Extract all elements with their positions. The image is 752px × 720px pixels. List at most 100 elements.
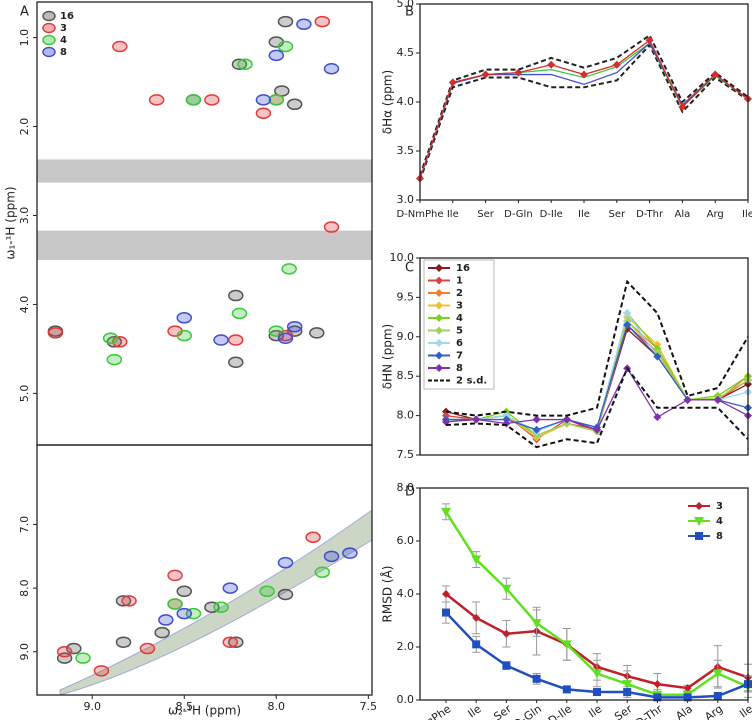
y-tick-label: 2.0 [18,118,31,135]
y-tick-label: 8.0 [397,481,415,494]
marker [612,60,621,69]
y-tick-label: 8.5 [397,369,415,382]
y-tick-label: 5.0 [397,0,415,10]
peak [277,556,294,569]
y-tick-label: 3.5 [397,144,415,157]
y-tick-label: 9.0 [397,330,415,343]
legend-label: 3 [716,501,723,512]
marker [435,289,443,297]
plot-frame [419,487,749,701]
x-tick-label: 8.0 [268,700,286,713]
series-line [445,279,749,417]
marker [592,669,602,679]
marker [713,395,722,404]
legend-label: 3 [60,23,67,34]
x-tick-label: Ser [491,702,514,720]
legend-label: 6 [456,338,463,349]
marker [580,70,588,79]
peak [158,614,174,626]
series-line [419,33,749,176]
panel-letter: A [20,5,29,20]
marker [481,70,490,79]
peak [314,566,331,578]
peak [154,626,170,639]
y-axis-label: δHN (ppm) [381,324,395,389]
peak [222,636,239,648]
y-tick-label: 4.5 [397,46,415,59]
legend-label: 1 [456,276,463,287]
x-tick-label: 7.5 [360,700,378,713]
marker [471,555,482,565]
marker [562,415,571,424]
marker [435,301,443,310]
marker [531,619,542,629]
marker [593,688,601,697]
y-tick-label: 9.5 [397,290,415,303]
y-tick-label: 8.0 [397,409,415,422]
y-tick-label: 1.0 [18,29,31,47]
x-tick-label: Arg [707,209,724,220]
y-tick-label: 2.0 [397,640,415,653]
peak [148,94,165,106]
legend-label: 8 [60,47,67,58]
x-tick-label: Ile [586,702,604,720]
x-tick-label: D-Gln [504,209,533,220]
peak [286,98,303,111]
y-tick-label: 4.0 [397,587,415,600]
peak [106,353,123,366]
marker [593,425,601,434]
y-tick-label: 0.0 [397,693,415,706]
marker [502,629,511,638]
peak [342,547,358,559]
marker [653,413,662,422]
x-tick-label: Ile [578,209,590,220]
peak [268,49,285,62]
peak [47,327,64,339]
x-tick-label: 8.5 [176,700,194,713]
marker [622,680,633,690]
x-tick-label: Ser [477,209,495,220]
x-tick-label: Ser [608,209,626,220]
marker [547,60,556,69]
y-tick-label: 10.0 [390,251,415,264]
peak [231,58,248,71]
marker [653,693,662,702]
peak [277,332,294,345]
marker [653,352,662,361]
series-line [419,43,749,181]
marker [435,351,443,360]
peak [228,289,244,302]
marker [472,415,481,424]
peak [176,329,193,342]
peak [323,62,340,75]
marker [683,684,692,693]
peak [255,94,272,106]
y-tick-label: 6.0 [397,534,415,547]
peak [259,585,275,598]
peak [185,94,202,106]
peak [167,598,183,610]
y-tick-label: 3.0 [18,207,31,225]
x-tick-label: D-NmPhe [396,209,443,220]
marker [678,102,687,111]
x-axis-label: ω₂-¹H (ppm) [168,704,241,718]
peak [204,94,220,106]
peak [228,356,244,369]
legend-label: 5 [456,326,463,337]
marker [683,395,692,404]
peak [213,334,229,346]
peak [228,636,244,648]
marker [712,669,723,679]
peak [314,15,331,28]
peak [115,636,132,648]
panel-letter: B [405,5,414,20]
marker [441,507,451,517]
x-tick-label: D-Ile [540,209,563,220]
excluded-band [37,159,372,183]
marker [683,693,692,702]
legend-swatch [42,46,56,58]
x-tick-label: D-Ile [546,702,575,720]
series-line [419,42,749,179]
peak [213,601,229,613]
peak [296,18,312,30]
